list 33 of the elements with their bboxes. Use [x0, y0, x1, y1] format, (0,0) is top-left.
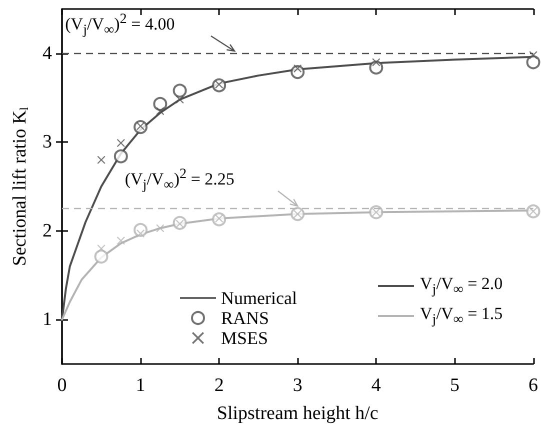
- x-tick-label: 6: [528, 375, 538, 396]
- legend-label: Numerical: [221, 288, 297, 308]
- point: [526, 55, 540, 70]
- point: [116, 236, 125, 245]
- x-tick-label: 3: [292, 375, 302, 396]
- point: [156, 107, 164, 116]
- x-tick-label: 1: [136, 375, 146, 396]
- y-tick-label: 1: [42, 309, 52, 330]
- point: [176, 96, 184, 104]
- point: [116, 139, 125, 148]
- ref-line-label: (V$_{j}$/V$_{∞}$)$^{2}$ = 4.00: [65, 10, 175, 40]
- x-tick-label: 2: [214, 375, 224, 396]
- point: [372, 58, 380, 66]
- point: [97, 244, 106, 253]
- y-tick-label: 2: [42, 220, 52, 242]
- x-axis-title: Slipstream height h/c: [216, 403, 378, 424]
- point: [153, 96, 168, 111]
- point: [94, 250, 108, 264]
- x-tick-label: 0: [57, 375, 67, 396]
- point: [172, 84, 187, 98]
- ref-line-label: (V$_{j}$/V$_{∞}$)$^{2}$ = 2.25: [124, 166, 234, 194]
- annotation: V$_{j}$/V$_{∞}$ = 1.5: [420, 304, 503, 328]
- y-axis-title: Sectional lift ratio Kl: [10, 106, 31, 266]
- legend-label: MSES: [221, 328, 268, 348]
- point: [97, 156, 106, 164]
- y-tick-label: 3: [42, 132, 52, 153]
- point: [156, 224, 164, 232]
- y-tick-label: 4: [42, 42, 52, 64]
- x-tick-label: 5: [450, 375, 460, 396]
- annotation: V$_{j}$/V$_{∞}$ = 2.0: [420, 274, 503, 298]
- x-tick-label: 4: [371, 375, 382, 396]
- point: [114, 149, 128, 164]
- legend-label: RANS: [221, 308, 270, 328]
